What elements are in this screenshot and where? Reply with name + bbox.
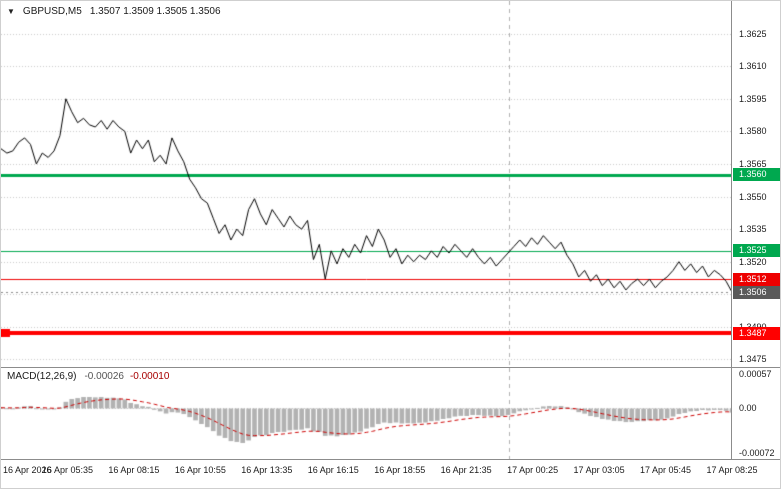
price-plot-canvas (1, 1, 732, 366)
level-price-label: 1.3525 (733, 244, 780, 258)
price-tick-label: 1.3565 (739, 158, 767, 169)
price-axis[interactable]: 1.3625 1.3610 1.3595 1.3580 1.3565 1.3550 1.35… (731, 1, 780, 367)
price-tick-label: 1.3475 (739, 354, 767, 365)
chart-title-bar: ▼ GBPUSD,M5 1.3507 1.3509 1.3505 1.3506 (7, 6, 221, 17)
price-tick-label: 1.3520 (739, 256, 767, 267)
macd-plot-canvas (1, 368, 732, 459)
current-price-label: 1.3506 (733, 285, 780, 299)
macd-panel[interactable]: MACD(12,26,9) -0.00026 -0.00010 (1, 367, 732, 459)
macd-indicator-label: MACD(12,26,9) (7, 371, 77, 382)
time-axis-label: 16 Apr 16:15 (307, 465, 359, 475)
price-tick-label: 1.3610 (739, 61, 767, 72)
macd-tick-label: 0.00057 (739, 369, 772, 379)
macd-title-bar: MACD(12,26,9) -0.00026 -0.00010 (7, 371, 169, 382)
time-axis-label: 17 Apr 00:25 (507, 465, 559, 475)
macd-tick-label: -0.00072 (739, 448, 775, 458)
time-axis-label: 17 Apr 08:25 (706, 465, 758, 475)
macd-axis[interactable]: 0.00057 0.00 -0.00072 (731, 367, 780, 459)
time-axis-label: 16 Apr 2026 (3, 465, 52, 475)
price-tick-label: 1.3580 (739, 126, 767, 137)
dropdown-arrow-icon[interactable]: ▼ (7, 7, 15, 16)
price-tick-label: 1.3625 (739, 28, 767, 39)
time-axis-label: 16 Apr 08:15 (108, 465, 160, 475)
level-price-label: 1.3487 (733, 326, 780, 340)
time-axis[interactable]: 16 Apr 2026 16 Apr 05:35 16 Apr 08:15 16 Ap… (1, 459, 780, 488)
time-axis-label: 16 Apr 18:55 (374, 465, 426, 475)
price-tick-label: 1.3550 (739, 191, 767, 202)
macd-main-value: -0.00026 (84, 371, 124, 382)
time-axis-label: 17 Apr 05:45 (640, 465, 692, 475)
time-axis-label: 17 Apr 03:05 (573, 465, 625, 475)
price-chart-area[interactable]: ▼ GBPUSD,M5 1.3507 1.3509 1.3505 1.3506 (1, 1, 732, 366)
price-tick-label: 1.3490 (739, 322, 767, 333)
symbol-period-label: GBPUSD,M5 (22, 6, 82, 17)
level-price-label: 1.3560 (733, 168, 780, 182)
macd-tick-label: 0.00 (739, 402, 757, 413)
ohlc-values: 1.3507 1.3509 1.3505 1.3506 (89, 6, 221, 17)
level-price-label: 1.3512 (733, 272, 780, 286)
time-axis-label: 16 Apr 13:35 (241, 465, 293, 475)
time-axis-label: 16 Apr 10:55 (174, 465, 226, 475)
price-tick-label: 1.3535 (739, 224, 767, 235)
time-axis-label: 16 Apr 05:35 (41, 465, 93, 475)
time-axis-label: 16 Apr 21:35 (440, 465, 492, 475)
price-tick-label: 1.3595 (739, 93, 767, 104)
macd-signal-value: -0.00010 (129, 371, 170, 382)
